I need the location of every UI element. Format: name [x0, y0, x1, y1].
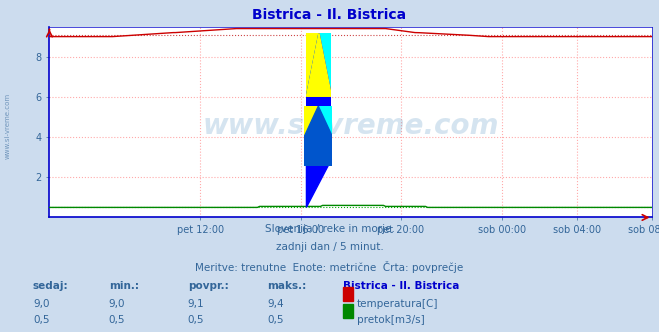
Polygon shape	[306, 33, 331, 96]
Text: Bistrica - Il. Bistrica: Bistrica - Il. Bistrica	[343, 281, 459, 290]
Polygon shape	[306, 112, 331, 159]
Polygon shape	[306, 33, 319, 96]
Text: maks.:: maks.:	[267, 281, 306, 290]
Text: temperatura[C]: temperatura[C]	[357, 299, 439, 309]
Polygon shape	[306, 33, 331, 159]
Text: 9,4: 9,4	[267, 299, 283, 309]
Text: 0,5: 0,5	[188, 315, 204, 325]
Polygon shape	[318, 106, 332, 136]
Text: 9,1: 9,1	[188, 299, 204, 309]
Text: pretok[m3/s]: pretok[m3/s]	[357, 315, 425, 325]
Polygon shape	[306, 159, 331, 207]
Text: 9,0: 9,0	[109, 299, 125, 309]
Text: 0,5: 0,5	[109, 315, 125, 325]
Text: 9,0: 9,0	[33, 299, 49, 309]
Polygon shape	[306, 33, 331, 96]
Text: www.si-vreme.com: www.si-vreme.com	[5, 93, 11, 159]
Text: www.si-vreme.com: www.si-vreme.com	[203, 112, 499, 140]
Text: 0,5: 0,5	[267, 315, 283, 325]
Polygon shape	[306, 112, 331, 159]
Text: povpr.:: povpr.:	[188, 281, 229, 290]
Text: Slovenija / reke in morje.: Slovenija / reke in morje.	[264, 224, 395, 234]
Text: Meritve: trenutne  Enote: metrične  Črta: povprečje: Meritve: trenutne Enote: metrične Črta: …	[195, 261, 464, 273]
Text: sedaj:: sedaj:	[33, 281, 69, 290]
Polygon shape	[304, 106, 332, 166]
Text: 0,5: 0,5	[33, 315, 49, 325]
Text: Bistrica - Il. Bistrica: Bistrica - Il. Bistrica	[252, 8, 407, 22]
Text: zadnji dan / 5 minut.: zadnji dan / 5 minut.	[275, 242, 384, 252]
Polygon shape	[304, 106, 318, 136]
Text: min.:: min.:	[109, 281, 139, 290]
